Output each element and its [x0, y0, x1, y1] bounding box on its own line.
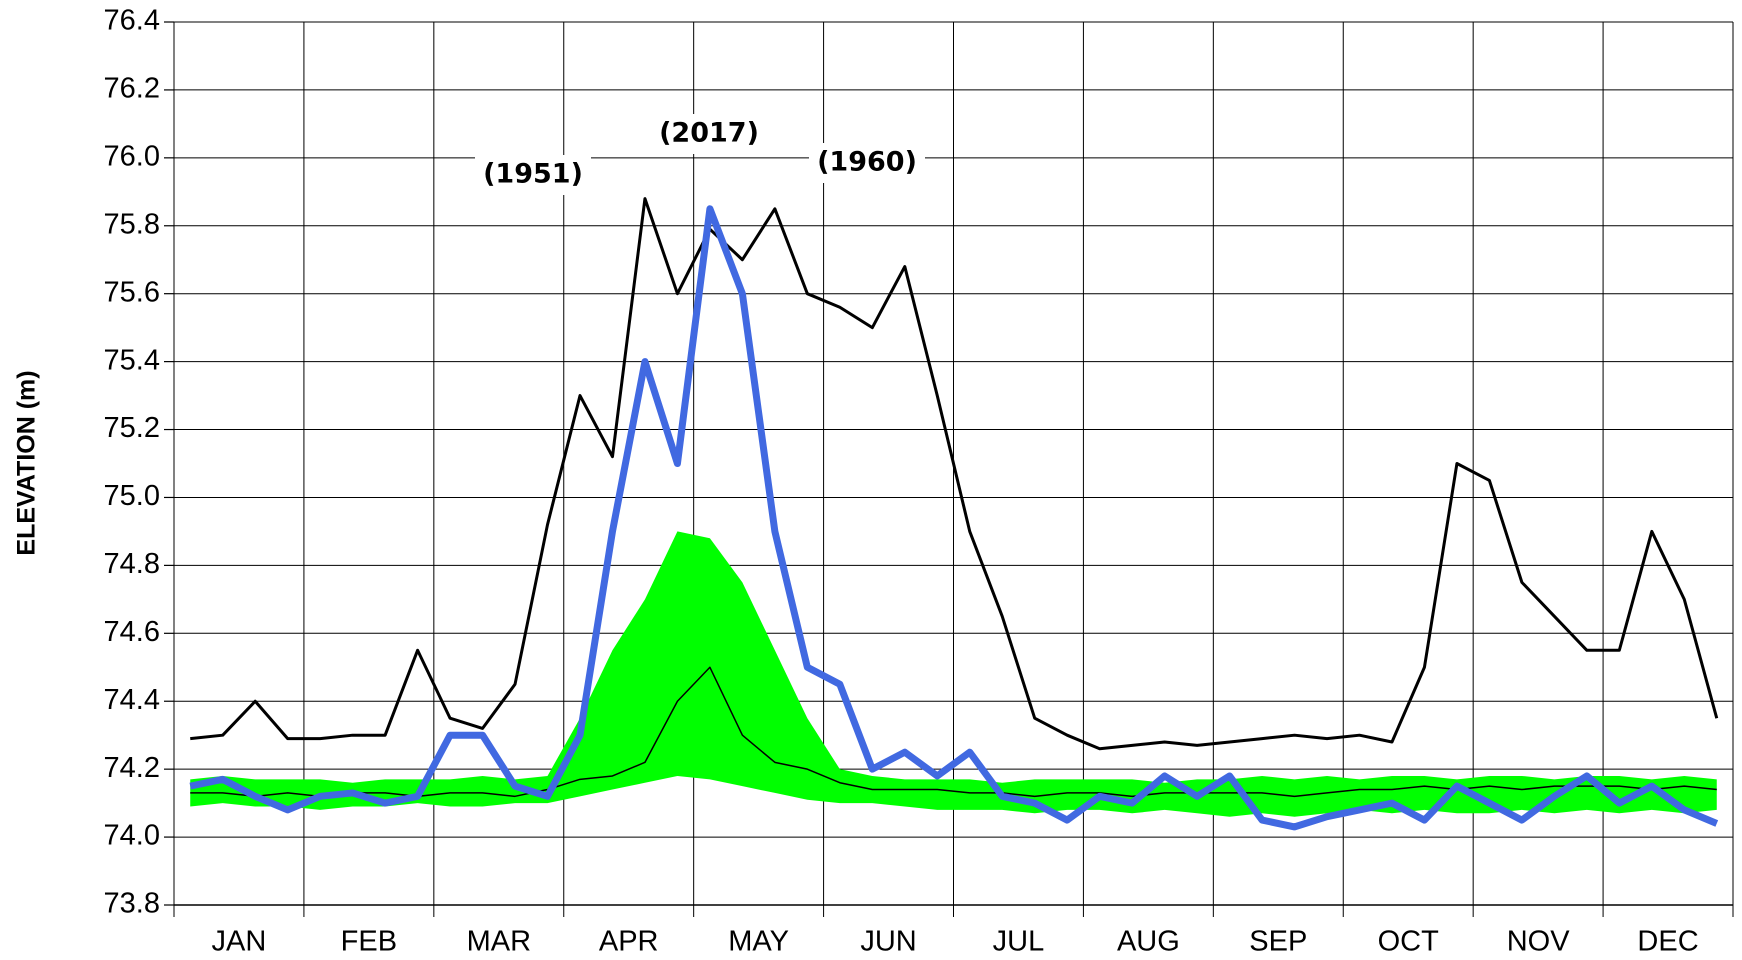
- y-tick-label: 75.4: [104, 344, 160, 376]
- y-tick-label: 74.4: [104, 684, 160, 716]
- annotation-bg: [651, 114, 767, 154]
- y-tick-label: 75.0: [104, 480, 160, 512]
- x-tick-label: NOV: [1507, 926, 1571, 958]
- x-tick-label: AUG: [1117, 926, 1180, 958]
- y-tick-label: 75.6: [104, 276, 160, 308]
- x-tick-label: MAY: [728, 926, 789, 958]
- y-tick-label: 76.4: [104, 5, 160, 37]
- x-tick-label: JUL: [993, 926, 1045, 958]
- y-tick-label: 74.2: [104, 752, 160, 784]
- annotation: (1960): [817, 147, 917, 178]
- x-tick-label: JAN: [212, 926, 267, 958]
- series-line: [190, 197, 1719, 751]
- x-tick-label: DEC: [1637, 926, 1698, 958]
- y-tick-label: 76.0: [104, 141, 160, 173]
- annotation-bg: [809, 143, 925, 183]
- y-tick-label: 73.8: [104, 888, 160, 920]
- y-tick-label: 74.6: [104, 616, 160, 648]
- annotation-bg: [475, 155, 591, 195]
- x-tick-label: OCT: [1378, 926, 1440, 958]
- y-axis-label: ELEVATION (m): [13, 370, 41, 555]
- annotation: (1951): [483, 159, 583, 190]
- series-line: [189, 205, 1719, 831]
- y-tick-label: 74.0: [104, 820, 160, 852]
- x-tick-label: FEB: [341, 926, 397, 958]
- y-tick-label: 75.8: [104, 208, 160, 240]
- annotation: (2017): [659, 118, 759, 149]
- y-tick-label: 75.2: [104, 412, 160, 444]
- x-tick-label: JUN: [860, 926, 916, 958]
- x-tick-label: MAR: [467, 926, 531, 958]
- y-tick-label: 76.2: [104, 73, 160, 105]
- x-tick-label: SEP: [1249, 926, 1307, 958]
- y-tick-label: 74.8: [104, 548, 160, 580]
- x-tick-label: APR: [599, 926, 659, 958]
